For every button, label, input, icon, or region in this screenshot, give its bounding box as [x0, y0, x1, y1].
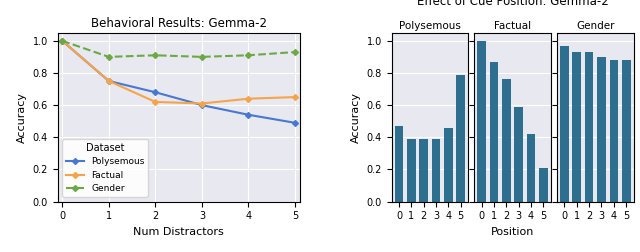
Bar: [527, 134, 536, 202]
Polysemous: [105, 79, 113, 82]
Y-axis label: Accuracy: Accuracy: [17, 92, 27, 143]
Bar: [432, 139, 440, 202]
Bar: [502, 79, 511, 202]
Gender: [291, 51, 299, 54]
Bar: [560, 46, 569, 202]
X-axis label: Position: Position: [491, 227, 534, 237]
Factual: [152, 100, 159, 103]
Bar: [395, 126, 403, 202]
Bar: [515, 107, 523, 202]
Bar: [407, 139, 415, 202]
Title: Factual: Factual: [494, 21, 531, 30]
Polysemous: [152, 91, 159, 94]
Gender: [198, 55, 205, 58]
Legend: Polysemous, Factual, Gender: Polysemous, Factual, Gender: [62, 139, 148, 197]
Title: Polysemous: Polysemous: [399, 21, 461, 30]
Bar: [539, 168, 548, 202]
Bar: [622, 60, 630, 202]
Polysemous: [198, 104, 205, 107]
Y-axis label: Accuracy: Accuracy: [351, 92, 361, 143]
Gender: [152, 54, 159, 57]
Bar: [597, 57, 606, 202]
Line: Polysemous: Polysemous: [60, 39, 297, 125]
Bar: [456, 75, 465, 202]
Bar: [477, 41, 486, 202]
Factual: [58, 39, 66, 42]
Factual: [291, 96, 299, 99]
Bar: [585, 52, 593, 202]
Title: Behavioral Results: Gemma-2: Behavioral Results: Gemma-2: [91, 17, 267, 30]
Bar: [490, 62, 499, 202]
Text: Effect of Cue Position: Gemma-2: Effect of Cue Position: Gemma-2: [417, 0, 609, 8]
Title: Gender: Gender: [576, 21, 614, 30]
Polysemous: [291, 121, 299, 124]
Gender: [244, 54, 252, 57]
Factual: [198, 102, 205, 105]
Factual: [105, 79, 113, 82]
Line: Factual: Factual: [60, 39, 297, 106]
Bar: [572, 52, 581, 202]
Gender: [58, 39, 66, 42]
Line: Gender: Gender: [60, 39, 297, 59]
Bar: [419, 139, 428, 202]
Polysemous: [244, 113, 252, 116]
Bar: [444, 128, 452, 202]
Bar: [609, 60, 618, 202]
Factual: [244, 97, 252, 100]
X-axis label: Num Distractors: Num Distractors: [133, 227, 224, 237]
Polysemous: [58, 39, 66, 42]
Gender: [105, 55, 113, 58]
